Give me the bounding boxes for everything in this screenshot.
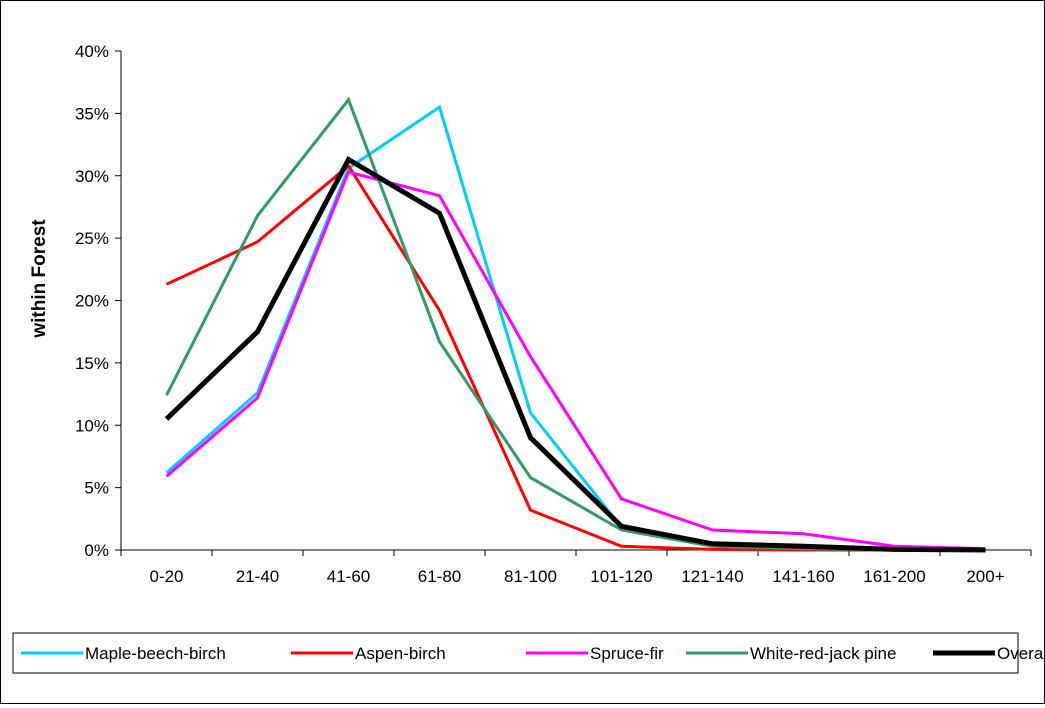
x-tick-label: 0-20 [149, 567, 183, 586]
chart-series [164, 96, 986, 553]
x-tick-label: 41-60 [327, 567, 370, 586]
legend-label-aspen-birch: Aspen-birch [355, 644, 446, 663]
legend-box [12, 632, 1019, 674]
chart-axes: 0% 5% 10% 15% 20% 25% 30% 35% 40% 0-20 21-40 41-60 6… [75, 42, 1032, 586]
x-tick-label: 21-40 [236, 567, 279, 586]
x-tick-label: 101-120 [590, 567, 652, 586]
y-tick-label: 40% [75, 42, 109, 61]
y-tick-label: 25% [75, 229, 109, 248]
series-line-aspen-birch [165, 163, 986, 552]
x-tick-label: 81-100 [504, 567, 557, 586]
legend-label-maple-beech-birch: Maple-beech-birch [85, 644, 226, 663]
y-tick-label: 30% [75, 167, 109, 186]
y-tick-label: 15% [75, 354, 109, 373]
legend-label-overall: Overall [997, 644, 1044, 663]
series-line-spruce-fir [165, 170, 986, 551]
y-axis-label: % of Area within Forest Type [29, 171, 50, 430]
y-tick-label: 35% [75, 104, 109, 123]
y-tick-label: 5% [84, 479, 109, 498]
legend-label-white-red-jack-pine: White-red-jack pine [750, 644, 896, 663]
x-tick-label: 161-200 [863, 567, 925, 586]
y-tick-label: 20% [75, 292, 109, 311]
series-line-overall [164, 156, 986, 553]
y-tick-label: 0% [84, 541, 109, 560]
chart-legend: Maple-beech-birch Aspen-birch Spruce-fir Wh… [12, 632, 1045, 674]
x-tick-label: 61-80 [418, 567, 461, 586]
x-tick-label: 121-140 [681, 567, 743, 586]
x-tick-label: 141-160 [772, 567, 834, 586]
y-tick-label: 10% [75, 416, 109, 435]
x-tick-label: 200+ [966, 567, 1004, 586]
legend-label-spruce-fir: Spruce-fir [590, 644, 664, 663]
